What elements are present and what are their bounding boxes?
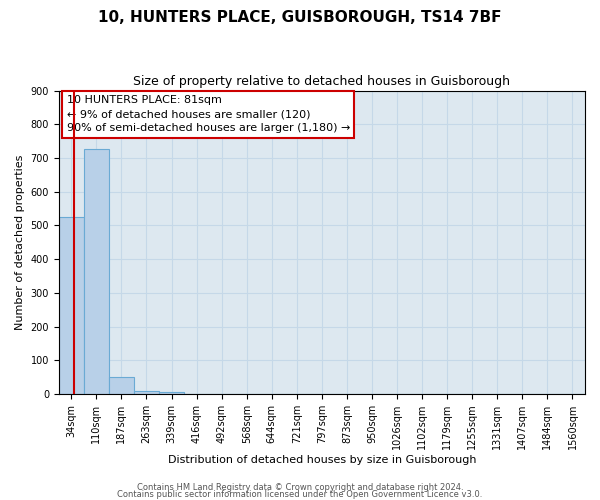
- Text: 10 HUNTERS PLACE: 81sqm
← 9% of detached houses are smaller (120)
90% of semi-de: 10 HUNTERS PLACE: 81sqm ← 9% of detached…: [67, 95, 350, 133]
- Text: 10, HUNTERS PLACE, GUISBOROUGH, TS14 7BF: 10, HUNTERS PLACE, GUISBOROUGH, TS14 7BF: [98, 10, 502, 25]
- Bar: [159, 392, 184, 394]
- Y-axis label: Number of detached properties: Number of detached properties: [15, 154, 25, 330]
- Bar: [109, 377, 134, 394]
- Bar: [84, 148, 109, 394]
- Text: Contains public sector information licensed under the Open Government Licence v3: Contains public sector information licen…: [118, 490, 482, 499]
- Bar: [59, 217, 84, 394]
- Text: Contains HM Land Registry data © Crown copyright and database right 2024.: Contains HM Land Registry data © Crown c…: [137, 484, 463, 492]
- Bar: [134, 390, 159, 394]
- Title: Size of property relative to detached houses in Guisborough: Size of property relative to detached ho…: [133, 75, 511, 88]
- X-axis label: Distribution of detached houses by size in Guisborough: Distribution of detached houses by size …: [167, 455, 476, 465]
